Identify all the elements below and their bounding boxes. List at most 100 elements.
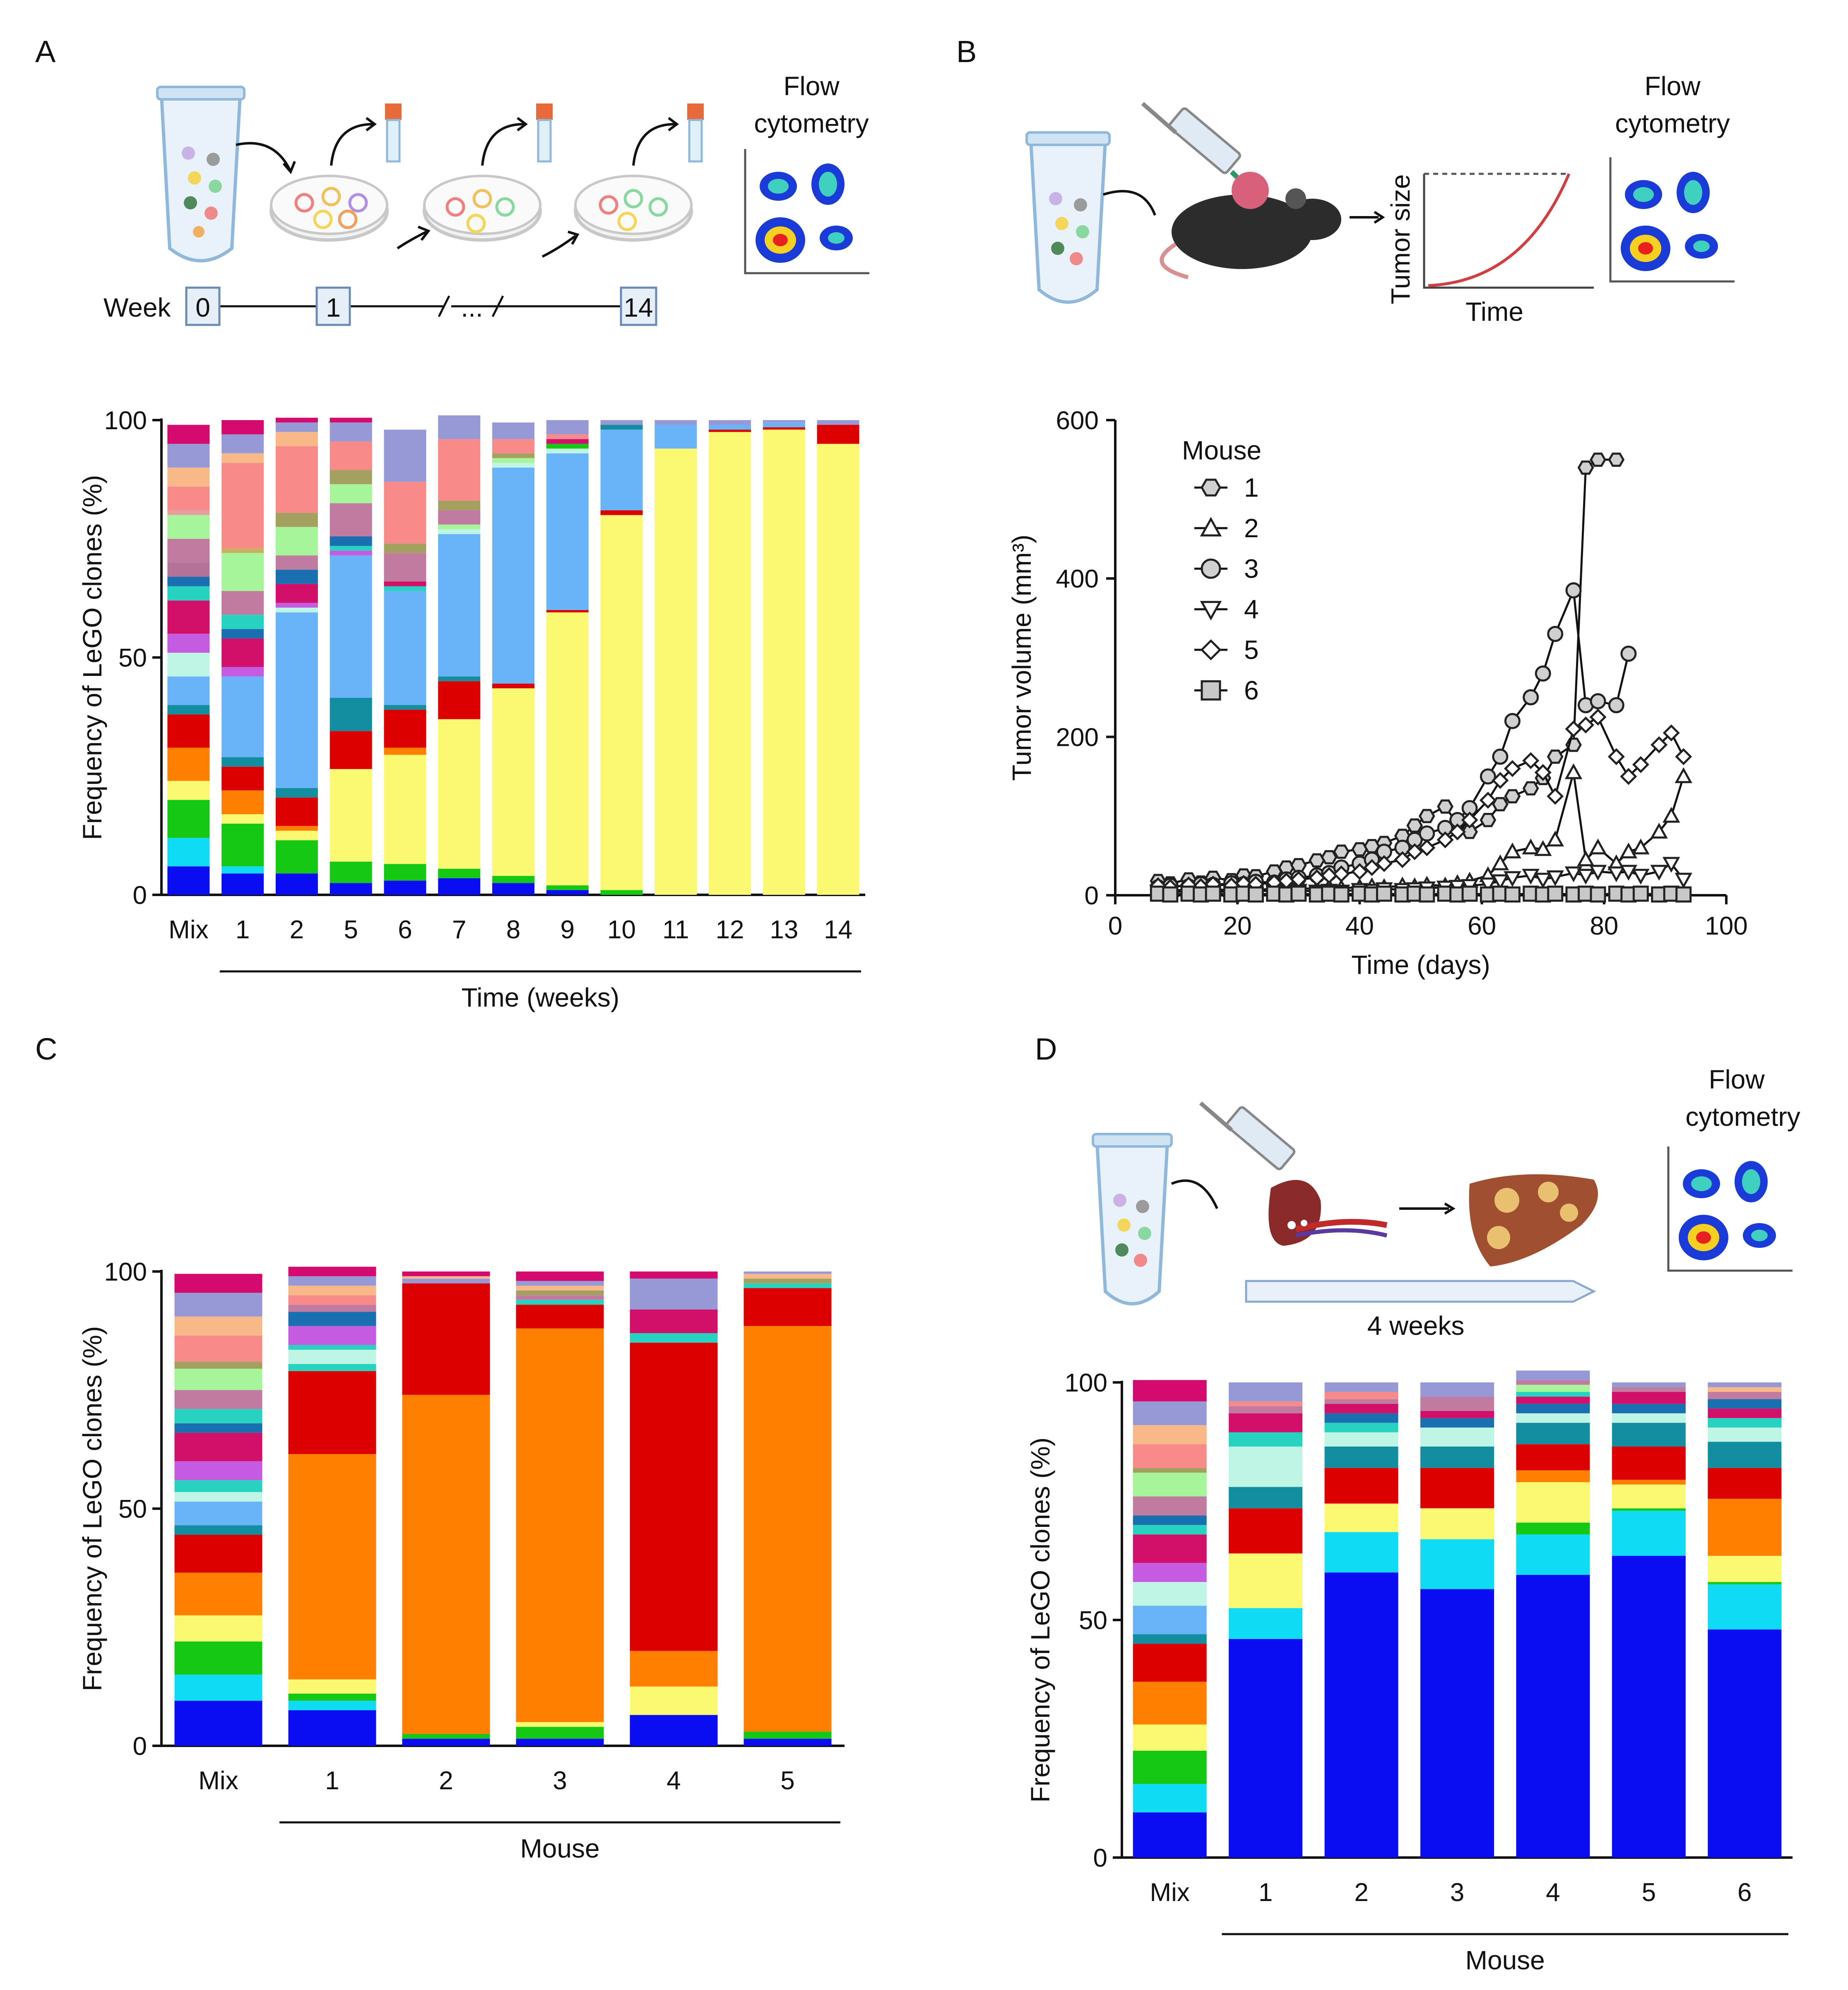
bar-segment xyxy=(1229,1487,1303,1509)
bar-segment xyxy=(600,425,643,430)
bar-segment xyxy=(654,420,697,425)
bar-segment xyxy=(1229,1553,1303,1608)
bar-segment xyxy=(288,1454,376,1680)
bar-segment xyxy=(174,1423,262,1433)
bar-segment xyxy=(1133,1644,1207,1682)
data-point-diamond xyxy=(1437,831,1454,848)
bar-segment xyxy=(288,1312,376,1326)
bar-segment xyxy=(1133,1605,1207,1634)
bar-segment xyxy=(1612,1413,1686,1423)
bar-segment xyxy=(174,1335,262,1362)
bar-segment xyxy=(1708,1399,1782,1409)
bar-segment xyxy=(174,1641,262,1675)
data-point-hexagon xyxy=(1504,789,1521,804)
x-tick-label: Mix xyxy=(168,916,208,944)
bar-segment xyxy=(1133,1525,1207,1535)
bar-segment xyxy=(384,864,426,881)
timeline-week-1: 1 xyxy=(326,293,341,322)
bar-segment xyxy=(1516,1522,1590,1535)
bar-segment xyxy=(167,866,210,895)
data-point-circle xyxy=(1535,665,1551,682)
bar-segment xyxy=(384,709,426,748)
bar-segment xyxy=(1612,1556,1686,1858)
bar-segment xyxy=(709,425,751,430)
chart-b-tumor-growth: 0 200 400 600 0 20 40 60 80 100 Time (days) Tumor v… xyxy=(1007,406,1748,980)
data-point-hexagon xyxy=(1547,749,1564,764)
bar-segment xyxy=(330,550,372,555)
data-point-hexagon xyxy=(1480,813,1497,827)
culture-dish-icon xyxy=(423,175,542,242)
data-point-hexagon xyxy=(1608,452,1625,467)
bar-segment xyxy=(167,634,210,653)
bar-segment xyxy=(600,890,643,895)
arrow-icon xyxy=(236,117,679,258)
bar-segment xyxy=(546,420,589,435)
bar-segment xyxy=(654,448,697,895)
mini-chart-ylabel: Tumor size xyxy=(1386,174,1415,304)
bar-segment xyxy=(174,1501,262,1526)
flow-cytometry-plot-icon xyxy=(1667,1146,1793,1272)
data-point-hexagon xyxy=(1201,478,1221,497)
bar-segment xyxy=(1133,1380,1207,1401)
arrow-icon xyxy=(1374,211,1385,224)
bar-segment xyxy=(1420,1382,1494,1397)
bar-segment xyxy=(1516,1413,1590,1423)
bar-segment xyxy=(1612,1484,1686,1509)
bar-segment xyxy=(516,1295,604,1300)
bar-segment xyxy=(492,883,534,895)
bar-segment xyxy=(288,1286,376,1295)
bar-segment xyxy=(600,429,643,510)
bar-segment xyxy=(438,878,481,895)
bar-segment xyxy=(1324,1399,1398,1404)
y-tick-label: 200 xyxy=(1056,723,1099,752)
bar-segment xyxy=(288,1710,376,1746)
bar-segment xyxy=(275,603,318,608)
bar-segment xyxy=(275,555,318,570)
bar-segment xyxy=(384,755,426,864)
bar-segment xyxy=(221,591,264,615)
legend-label: 6 xyxy=(1244,675,1259,705)
bar-segment xyxy=(167,714,210,748)
bar-segment xyxy=(546,444,589,449)
bar-segment xyxy=(1708,1582,1782,1584)
bar-segment xyxy=(438,676,481,681)
schematic-b: Tumor size Time Flow cytometry xyxy=(1025,71,1735,327)
bar-segment xyxy=(174,1615,262,1642)
flow-title-a-1: Flow xyxy=(783,71,840,101)
bar-segment xyxy=(438,868,481,878)
bar-segment xyxy=(174,1390,262,1409)
bar-segment xyxy=(167,586,210,601)
data-point-diamond xyxy=(1663,724,1680,742)
data-point-hexagon xyxy=(1406,818,1423,833)
bar-segment xyxy=(275,570,318,584)
legend-label: 4 xyxy=(1244,594,1259,624)
bar-segment xyxy=(438,500,481,510)
bar-segment xyxy=(330,470,372,484)
data-point-triangle-down xyxy=(1650,865,1668,881)
data-point-triangle-down xyxy=(1200,601,1222,621)
bar-segment xyxy=(288,1701,376,1711)
bar-segment xyxy=(516,1305,604,1329)
bar-segment xyxy=(275,826,318,831)
y-tick-label: 100 xyxy=(104,1258,147,1286)
bar-segment xyxy=(221,548,264,553)
bar-segment xyxy=(221,667,264,677)
bar-segment xyxy=(516,1271,604,1281)
bar-segment xyxy=(174,1535,262,1573)
bar-segment xyxy=(492,458,534,463)
bar-segment xyxy=(744,1288,832,1326)
bar-segment xyxy=(630,1715,718,1746)
series-mouse-6 xyxy=(1150,885,1692,903)
bar-segment xyxy=(630,1309,718,1333)
bar-segment xyxy=(492,467,534,684)
x-tick-label: 5 xyxy=(780,1766,794,1795)
bar-segment xyxy=(384,747,426,755)
bar-segment xyxy=(1612,1510,1686,1556)
x-tick-label: 10 xyxy=(607,916,636,944)
bar-segment xyxy=(1133,1468,1207,1473)
data-point-hexagon xyxy=(1333,844,1350,859)
bar-segment xyxy=(546,453,589,610)
bar-segment xyxy=(709,420,751,425)
bar-segment xyxy=(221,866,264,874)
bar-segment xyxy=(438,719,481,869)
